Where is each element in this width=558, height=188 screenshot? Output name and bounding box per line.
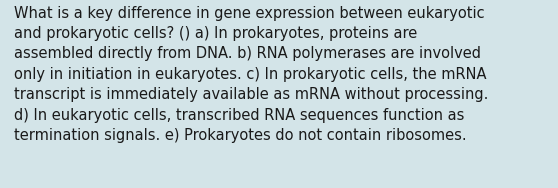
Text: What is a key difference in gene expression between eukaryotic
and prokaryotic c: What is a key difference in gene express…: [14, 6, 488, 143]
